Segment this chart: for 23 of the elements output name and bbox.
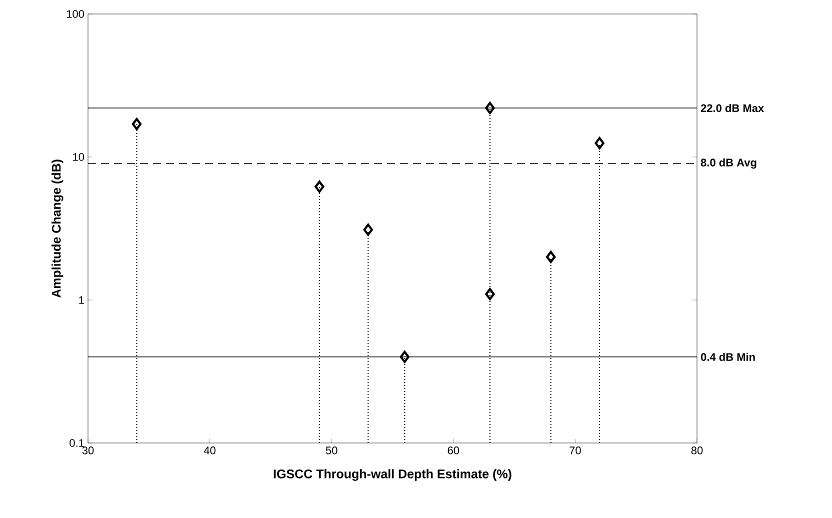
ref-line-label: 8.0 dB Avg bbox=[700, 158, 756, 169]
x-tick-label: 40 bbox=[204, 446, 216, 454]
y-tick-label: 100 bbox=[66, 10, 84, 18]
y-tick-label: 10 bbox=[73, 153, 84, 161]
x-axis-title: IGSCC Through-wall Depth Estimate (%) bbox=[274, 469, 512, 481]
x-tick-label: 70 bbox=[570, 446, 581, 454]
point bbox=[594, 137, 604, 150]
ref-line-label: 22.0 dB Max bbox=[700, 104, 764, 112]
x-tick-label: 60 bbox=[448, 446, 460, 454]
x-tick-label: 80 bbox=[691, 446, 703, 454]
point bbox=[363, 224, 373, 236]
point bbox=[400, 350, 410, 363]
y-tick-label: 0.1 bbox=[70, 439, 84, 447]
x-tick-label: 50 bbox=[326, 446, 338, 454]
ref-line-label: 0.4 dB Min bbox=[700, 352, 755, 361]
point bbox=[132, 118, 142, 130]
point bbox=[485, 102, 495, 114]
y-axis-title: Amplitude Change (dB) bbox=[52, 160, 64, 298]
point bbox=[546, 250, 556, 264]
point bbox=[485, 288, 495, 300]
point bbox=[314, 180, 324, 193]
x-tick-label: 30 bbox=[82, 446, 94, 454]
y-tick-label: 1 bbox=[79, 296, 84, 304]
